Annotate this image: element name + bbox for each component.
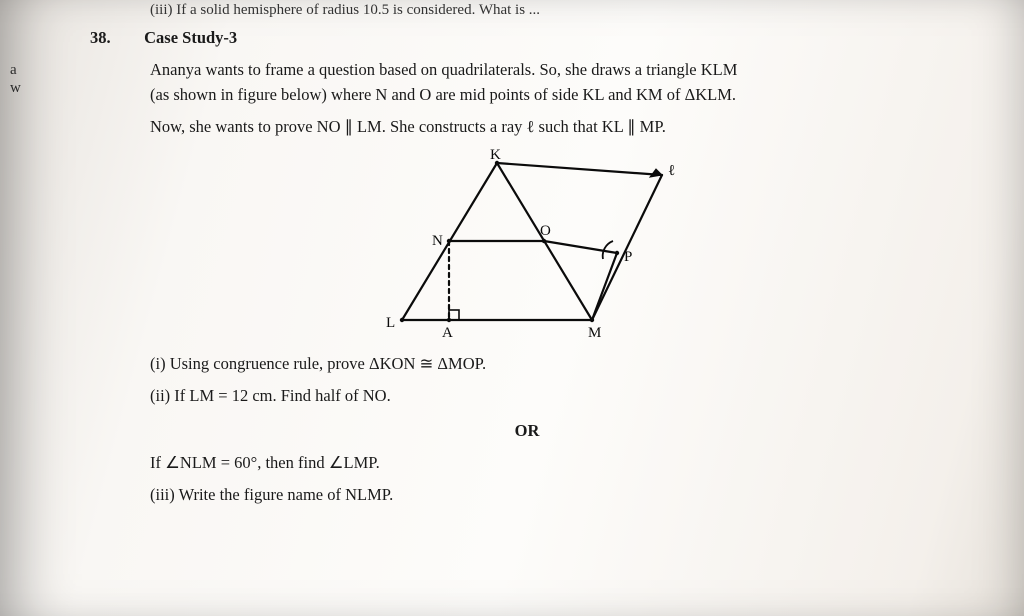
body-line-3: Now, she wants to prove NO ∥ LM. She con… [150,114,964,140]
or-separator: OR [90,418,964,444]
part-ii-alt: If ∠NLM = 60°, then find ∠LMP. [150,450,964,476]
svg-text:ℓ: ℓ [668,163,675,179]
svg-text:A: A [442,325,453,341]
margin-mark-w: w [10,80,21,97]
part-iii: (iii) Write the figure name of NLMP. [150,482,964,508]
margin-mark-a: a [10,62,17,79]
svg-text:N: N [432,233,443,249]
question-heading: 38. Case Study-3 [90,25,964,51]
svg-text:K: K [490,147,501,163]
svg-text:M: M [588,325,601,341]
svg-text:P: P [624,249,632,265]
page-scan: a w (iii) If a solid hemisphere of radiu… [0,0,1024,616]
previous-question-fragment: (iii) If a solid hemisphere of radius 10… [150,0,964,19]
part-i: (i) Using congruence rule, prove ΔKON ≅ … [150,351,964,377]
body-line-2: (as shown in figure below) where N and O… [150,82,964,108]
triangle-diagram: K L M N O P Aℓ [362,145,692,345]
part-ii: (ii) If LM = 12 cm. Find half of NO. [150,383,964,409]
diagram-container: K L M N O P Aℓ [90,145,964,345]
question-number: 38. [90,25,140,51]
svg-text:O: O [540,223,551,239]
svg-text:L: L [386,315,395,331]
case-study-title: Case Study-3 [144,28,237,47]
body-line-1: Ananya wants to frame a question based o… [150,57,964,83]
